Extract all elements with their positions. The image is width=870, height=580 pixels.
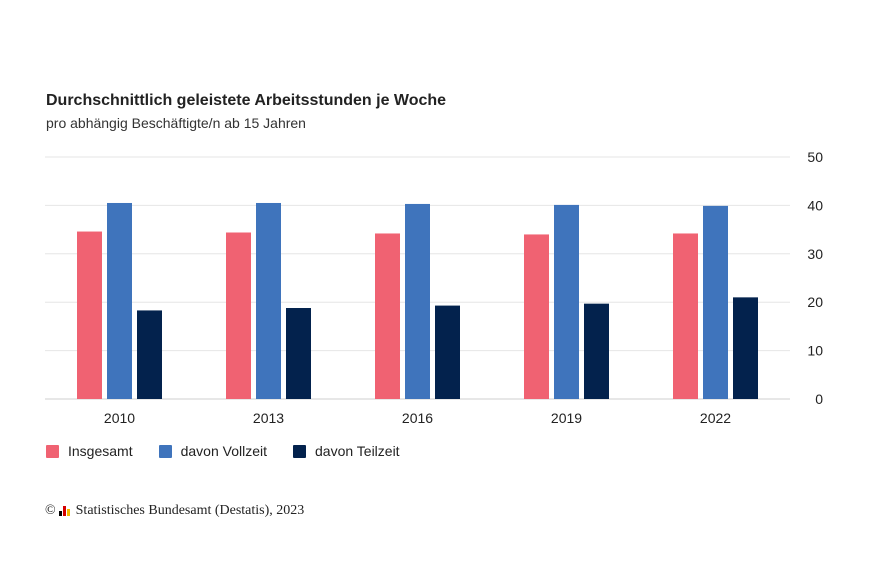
bar: Insgesamt 2022: 34.2 bbox=[673, 233, 698, 399]
bar: Insgesamt 2019: 34 bbox=[524, 234, 549, 399]
x-tick-label: 2013 bbox=[253, 410, 284, 426]
bar: davon Vollzeit 2016: 40.3 bbox=[405, 203, 430, 399]
y-tick-label: 10 bbox=[807, 343, 823, 359]
legend-swatch-insgesamt bbox=[46, 444, 59, 458]
legend-item-vollzeit[interactable]: davon Vollzeit bbox=[158, 443, 267, 459]
y-tick-label: 0 bbox=[815, 391, 823, 407]
bar: davon Vollzeit 2013: 40.5 bbox=[256, 202, 281, 399]
bar: davon Teilzeit 2016: 19.3 bbox=[435, 305, 460, 399]
y-tick-label: 40 bbox=[807, 197, 823, 213]
bar: Insgesamt 2013: 34.4 bbox=[226, 232, 251, 399]
legend-label-teilzeit: davon Teilzeit bbox=[315, 443, 400, 459]
destatis-logo-icon bbox=[58, 506, 71, 516]
bar: Insgesamt 2010: 34.6 bbox=[77, 231, 102, 399]
y-tick-label: 20 bbox=[807, 294, 823, 310]
bar: davon Teilzeit 2019: 19.7 bbox=[584, 303, 609, 399]
legend-label-insgesamt: Insgesamt bbox=[68, 443, 133, 459]
x-tick-label: 2019 bbox=[551, 410, 582, 426]
legend-item-insgesamt[interactable]: Insgesamt bbox=[46, 443, 133, 459]
chart-legend: Insgesamt davon Vollzeit davon Teilzeit bbox=[46, 443, 426, 459]
bar: davon Teilzeit 2013: 18.8 bbox=[286, 308, 311, 399]
bar: davon Teilzeit 2010: 18.3 bbox=[137, 310, 162, 399]
x-tick-label: 2016 bbox=[402, 410, 433, 426]
bar: davon Teilzeit 2022: 21 bbox=[733, 297, 758, 399]
source-text: Statistisches Bundesamt (Destatis), 2023 bbox=[75, 503, 305, 518]
bar: davon Vollzeit 2010: 40.5 bbox=[107, 202, 132, 399]
copyright-symbol: © bbox=[45, 503, 56, 518]
chart-title: Durchschnittlich geleistete Arbeitsstund… bbox=[46, 92, 447, 109]
bar: davon Vollzeit 2019: 40.1 bbox=[554, 204, 579, 399]
y-tick-label: 30 bbox=[807, 246, 823, 262]
source-note: © Statistisches Bundesamt (Destatis), 20… bbox=[45, 503, 304, 519]
x-tick-label: 2022 bbox=[700, 410, 731, 426]
chart-subtitle: pro abhängig Beschäftigte/n ab 15 Jahren bbox=[46, 115, 306, 131]
x-tick-label: 2010 bbox=[104, 410, 135, 426]
legend-item-teilzeit[interactable]: davon Teilzeit bbox=[293, 443, 400, 459]
legend-swatch-teilzeit bbox=[293, 444, 306, 458]
bar: davon Vollzeit 2022: 39.9 bbox=[703, 205, 728, 399]
legend-swatch-vollzeit bbox=[158, 444, 172, 458]
legend-label-vollzeit: davon Vollzeit bbox=[180, 443, 267, 459]
y-tick-label: 50 bbox=[807, 149, 823, 165]
bar: Insgesamt 2016: 34.2 bbox=[375, 233, 400, 399]
